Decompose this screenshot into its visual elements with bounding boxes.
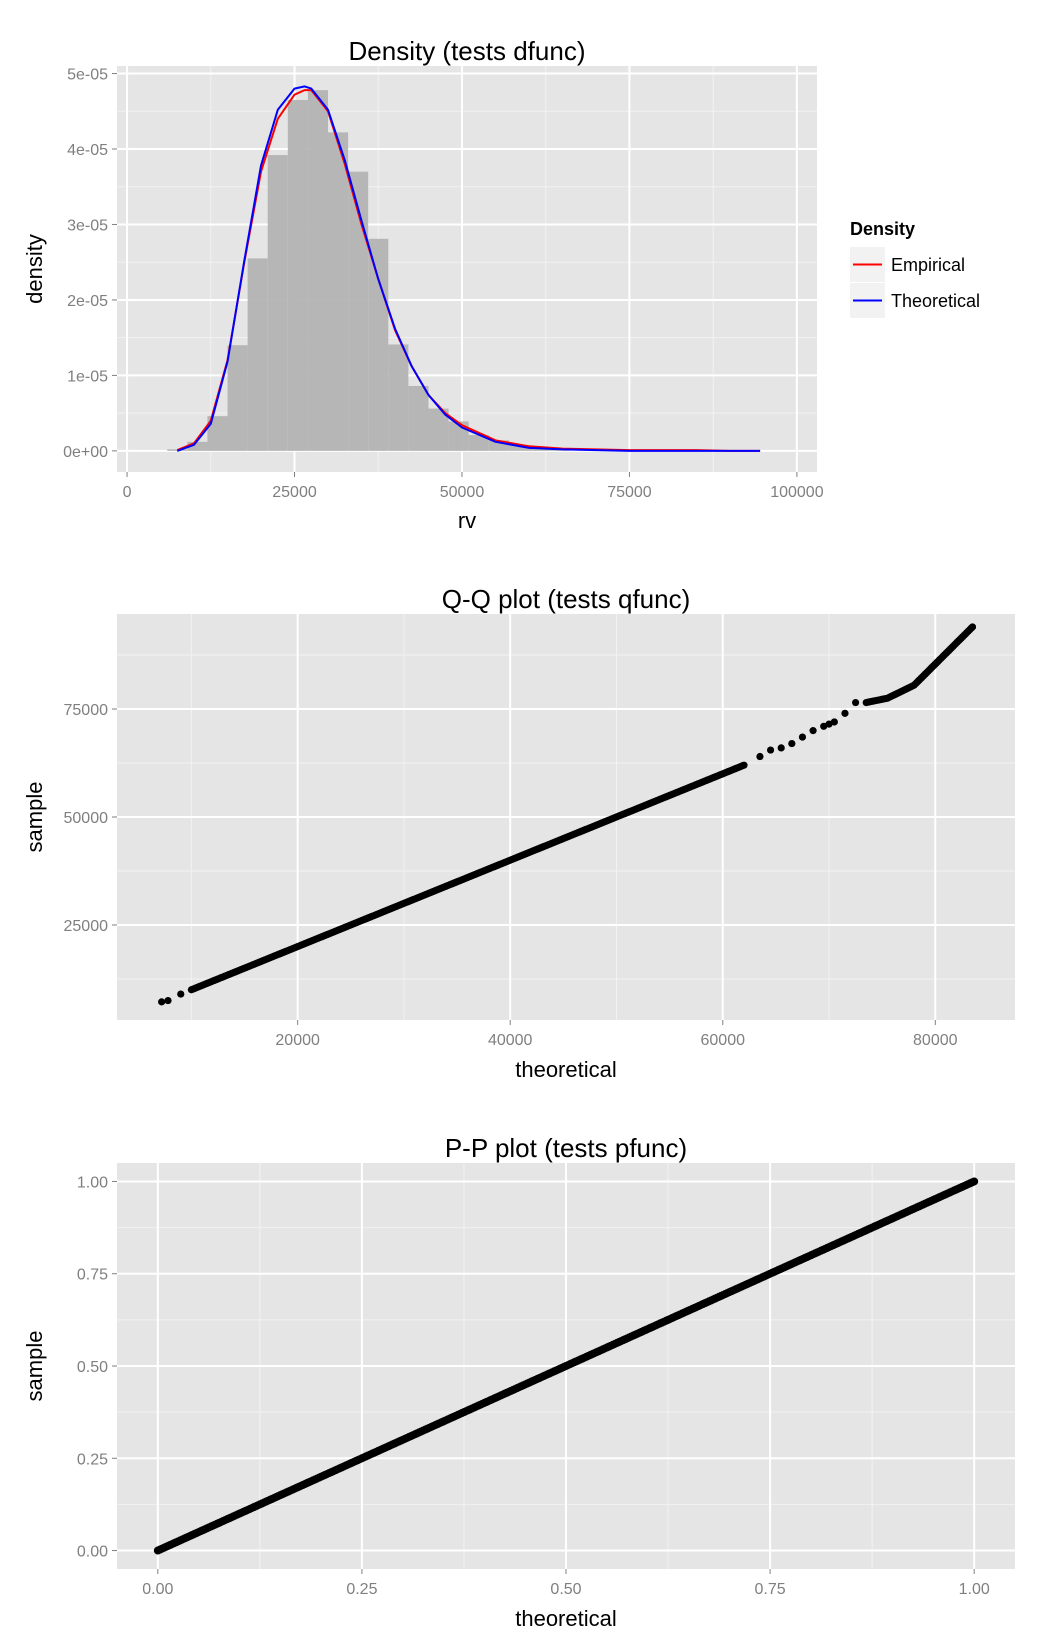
qq-x-tick-label: 20000 bbox=[275, 1032, 320, 1049]
qq-point bbox=[177, 990, 185, 998]
pp-y-axis-title: sample bbox=[22, 1331, 47, 1402]
qq-x-ticks: 20000 40000 60000 80000 bbox=[275, 1020, 958, 1049]
histogram-bar bbox=[227, 345, 248, 451]
density-x-tick-label: 25000 bbox=[272, 484, 317, 501]
legend-label-theoretical: Theoretical bbox=[891, 291, 980, 311]
density-y-tick-label: 2e-05 bbox=[67, 293, 108, 310]
qq-point bbox=[756, 752, 764, 761]
histogram-bar bbox=[488, 440, 509, 451]
density-x-tick-label: 0 bbox=[123, 484, 132, 501]
qq-point bbox=[740, 761, 748, 769]
legend-item-empirical: Empirical bbox=[850, 247, 965, 282]
pp-y-tick-label: 0.75 bbox=[77, 1267, 108, 1284]
qq-point bbox=[777, 744, 785, 752]
density-line-theoretical bbox=[176, 85, 761, 452]
pp-y-tick-label: 0.00 bbox=[77, 1544, 108, 1561]
density-marks bbox=[167, 85, 761, 452]
qq-y-axis-title: sample bbox=[22, 782, 47, 853]
histogram-bar bbox=[428, 408, 449, 451]
pp-y-tick-label: 0.25 bbox=[77, 1451, 108, 1468]
pp-title: P-P plot (tests pfunc) bbox=[445, 1133, 687, 1163]
qq-point bbox=[830, 718, 838, 726]
qq-point bbox=[809, 727, 817, 735]
qq-x-tick-label: 80000 bbox=[913, 1032, 958, 1049]
density-y-tick-label: 5e-05 bbox=[67, 67, 108, 84]
density-x-ticks: 0 25000 50000 75000 100000 bbox=[123, 472, 824, 501]
qq-point bbox=[158, 998, 166, 1006]
qq-y-tick-label: 50000 bbox=[64, 810, 109, 827]
qq-marks bbox=[158, 623, 977, 1006]
density-x-tick-label: 75000 bbox=[607, 484, 652, 501]
pp-x-tick-label: 0.25 bbox=[346, 1581, 377, 1598]
density-title: Density (tests dfunc) bbox=[349, 36, 586, 66]
histogram-bar bbox=[388, 344, 409, 451]
histogram-bar bbox=[307, 90, 329, 451]
pp-x-axis-title: theoretical bbox=[515, 1606, 617, 1631]
density-y-tick-label: 1e-05 bbox=[67, 368, 108, 385]
pp-x-tick-label: 0.75 bbox=[755, 1581, 786, 1598]
histogram-bar bbox=[247, 258, 268, 451]
density-panel: 0e+00 1e-05 2e-05 3e-05 4e-05 5e-05 0 25000 500… bbox=[22, 36, 980, 533]
pp-point bbox=[970, 1177, 979, 1186]
histogram-bar bbox=[267, 155, 288, 451]
density-x-tick-label: 100000 bbox=[770, 484, 823, 501]
density-y-ticks: 0e+00 1e-05 2e-05 3e-05 4e-05 5e-05 bbox=[63, 67, 117, 461]
qq-x-tick-label: 60000 bbox=[701, 1032, 746, 1049]
pp-y-tick-label: 0.50 bbox=[77, 1359, 108, 1376]
density-y-axis-title: density bbox=[22, 234, 47, 304]
density-y-tick-label: 3e-05 bbox=[67, 217, 108, 234]
pp-x-tick-label: 0.00 bbox=[142, 1581, 173, 1598]
pp-marks bbox=[153, 1177, 979, 1555]
histogram-bar bbox=[187, 441, 208, 451]
legend-title: Density bbox=[850, 219, 915, 239]
pp-panel: 0.00 0.25 0.50 0.75 1.00 0.00 0.25 0.50 0.75 1.0… bbox=[22, 1133, 1015, 1631]
density-x-axis-title: rv bbox=[458, 508, 476, 533]
histogram-bar bbox=[368, 238, 389, 451]
qq-y-ticks: 25000 50000 75000 bbox=[64, 702, 117, 935]
pp-x-ticks: 0.00 0.25 0.50 0.75 1.00 bbox=[142, 1569, 990, 1598]
density-x-tick-label: 50000 bbox=[440, 484, 485, 501]
qq-point bbox=[798, 733, 807, 741]
density-legend: Density Empirical Theoretical bbox=[850, 219, 980, 318]
histogram-bar bbox=[508, 444, 529, 451]
density-y-tick-label: 0e+00 bbox=[63, 444, 108, 461]
histogram-bar bbox=[328, 132, 349, 451]
qq-panel: 25000 50000 75000 20000 40000 60000 80000 Q-Q… bbox=[22, 584, 1015, 1082]
qq-y-tick-label: 25000 bbox=[64, 918, 109, 935]
histogram-bar bbox=[287, 99, 308, 451]
histogram-bar bbox=[207, 416, 228, 451]
pp-y-ticks: 0.00 0.25 0.50 0.75 1.00 bbox=[77, 1174, 117, 1561]
qq-point bbox=[968, 623, 977, 631]
histogram-bar bbox=[348, 171, 369, 451]
pp-x-tick-label: 1.00 bbox=[959, 1581, 990, 1598]
density-y-tick-label: 4e-05 bbox=[67, 142, 108, 159]
qq-x-tick-label: 40000 bbox=[488, 1032, 533, 1049]
legend-label-empirical: Empirical bbox=[891, 255, 965, 275]
pp-x-tick-label: 0.50 bbox=[550, 1581, 581, 1598]
pp-y-tick-label: 1.00 bbox=[77, 1174, 108, 1191]
legend-item-theoretical: Theoretical bbox=[850, 283, 980, 318]
histogram-bar bbox=[408, 385, 429, 451]
qq-point bbox=[788, 739, 796, 748]
qq-title: Q-Q plot (tests qfunc) bbox=[442, 584, 691, 614]
qq-x-axis-title: theoretical bbox=[515, 1057, 617, 1082]
qq-point bbox=[851, 698, 860, 707]
qq-grid bbox=[117, 614, 1015, 1020]
qq-y-tick-label: 75000 bbox=[64, 702, 109, 719]
qq-point bbox=[164, 996, 172, 1005]
density-plot-background bbox=[117, 66, 817, 472]
histogram-bar bbox=[468, 435, 489, 451]
qq-point bbox=[766, 746, 775, 754]
qq-point bbox=[841, 709, 849, 717]
